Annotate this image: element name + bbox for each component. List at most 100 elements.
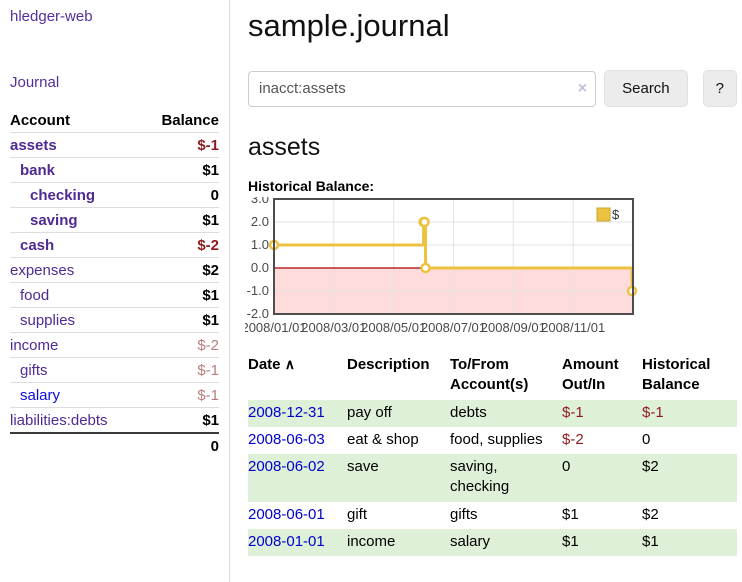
- app-title-link[interactable]: hledger-web: [10, 8, 93, 25]
- svg-text:-2.0: -2.0: [247, 306, 269, 321]
- accounts-total-value: 0: [141, 432, 219, 458]
- account-row: supplies $1: [10, 307, 219, 333]
- sidebar-account-saving[interactable]: saving: [30, 212, 78, 229]
- account-balance: $2: [141, 257, 219, 283]
- sidebar-account-checking[interactable]: checking: [30, 187, 96, 204]
- sidebar-account-income[interactable]: income: [10, 337, 59, 354]
- account-row: food $1: [10, 282, 219, 308]
- transaction-date-link[interactable]: 2008-06-02: [248, 458, 325, 475]
- transaction-date-link[interactable]: 2008-01-01: [248, 532, 325, 550]
- chart-title: Historical Balance:: [248, 178, 375, 194]
- transaction-description: eat & shop: [347, 430, 419, 448]
- accounts-total-row: 0: [10, 432, 219, 458]
- register-table: Date ∧ Description To/From Account(s) Am…: [248, 352, 737, 556]
- svg-text:2008/05/01: 2008/05/01: [361, 320, 426, 335]
- account-balance: $-1: [141, 132, 219, 158]
- accounts-header-balance: Balance: [161, 112, 219, 129]
- register-row: 2008-06-02 save saving, checking 0 $2: [248, 454, 737, 502]
- svg-text:2008/07/01: 2008/07/01: [421, 320, 486, 335]
- transaction-description: gift: [347, 505, 368, 523]
- transaction-accounts: debts: [450, 403, 487, 421]
- sidebar-account-liabilities-debts[interactable]: liabilities:debts: [10, 412, 108, 429]
- sidebar-item-journal[interactable]: Journal: [10, 74, 60, 91]
- register-header-balance: Historical Balance: [642, 356, 711, 394]
- transaction-amount: $1: [562, 532, 579, 550]
- accounts-table: Account Balance assets $-1 bank $1 checking 0…: [10, 108, 219, 458]
- search-bar: × Search ?: [248, 70, 737, 107]
- account-row: salary $-1: [10, 382, 219, 408]
- svg-text:$: $: [612, 207, 620, 222]
- account-balance: $1: [141, 157, 219, 183]
- sidebar-account-food[interactable]: food: [20, 287, 50, 304]
- register-header-amount: Amount Out/In: [562, 356, 619, 394]
- transaction-amount: $-1: [562, 403, 584, 421]
- account-balance: $1: [141, 307, 219, 333]
- register-header-date[interactable]: Date ∧: [248, 356, 295, 373]
- account-row: cash $-2: [10, 232, 219, 258]
- register-row: 2008-06-01 gift gifts $1 $2: [248, 502, 737, 529]
- sidebar: hledger-web Journal Account Balance asse…: [0, 0, 230, 582]
- register-header-accounts: To/From Account(s): [450, 356, 529, 394]
- sidebar-account-supplies[interactable]: supplies: [20, 312, 76, 329]
- svg-text:3.0: 3.0: [251, 197, 269, 206]
- transaction-date-link[interactable]: 2008-12-31: [248, 403, 325, 421]
- transaction-description: save: [347, 458, 379, 475]
- transaction-description: pay off: [347, 403, 392, 421]
- account-balance: 0: [141, 182, 219, 208]
- main-content: sample.journal × Search ? assets Histori…: [230, 0, 742, 556]
- svg-text:2.0: 2.0: [251, 214, 269, 229]
- svg-text:2008/09/01: 2008/09/01: [481, 320, 546, 335]
- account-balance: $1: [141, 282, 219, 308]
- transaction-accounts: gifts: [450, 505, 478, 523]
- chart-canvas: $3.0 2.0 1.0 0.0 -1.0 -2.02008/01/012008/03/0…: [241, 191, 638, 335]
- help-button[interactable]: ?: [702, 70, 737, 107]
- account-balance: $1: [141, 407, 219, 433]
- historical-balance-chart[interactable]: $3.0 2.0 1.0 0.0 -1.0 -2.0 2008/01/01 2008/03/0…: [241, 191, 742, 340]
- sidebar-account-expenses[interactable]: expenses: [10, 262, 75, 279]
- account-row: income $-2: [10, 332, 219, 358]
- account-balance: $-2: [141, 332, 219, 358]
- transaction-accounts: saving, checking: [450, 458, 510, 496]
- svg-text:1.0: 1.0: [251, 237, 269, 252]
- transaction-date-link[interactable]: 2008-06-01: [248, 505, 325, 523]
- account-row: saving $1: [10, 207, 219, 233]
- account-row: checking 0: [10, 182, 219, 208]
- svg-text:-1.0: -1.0: [247, 283, 269, 298]
- svg-text:2008/03/01: 2008/03/01: [301, 320, 366, 335]
- register-row: 2008-12-31 pay off debts $-1 $-1: [248, 399, 737, 427]
- account-row: liabilities:debts $1: [10, 407, 219, 433]
- transaction-date-link[interactable]: 2008-06-03: [248, 430, 325, 448]
- register-row: 2008-06-03 eat & shop food, supplies $-2 0: [248, 427, 737, 454]
- sidebar-account-gifts[interactable]: gifts: [20, 362, 48, 379]
- transaction-amount: 0: [562, 458, 571, 475]
- clear-search-icon[interactable]: ×: [577, 79, 588, 97]
- search-input[interactable]: [248, 70, 597, 107]
- account-heading: assets: [248, 133, 321, 161]
- transaction-accounts: salary: [450, 532, 491, 550]
- sidebar-account-cash[interactable]: cash: [20, 237, 55, 254]
- account-row: expenses $2: [10, 257, 219, 283]
- svg-text:0.0: 0.0: [251, 260, 269, 275]
- sort-ascending-icon: ∧: [284, 356, 295, 372]
- transaction-amount: $1: [562, 505, 579, 523]
- account-balance: $-1: [141, 382, 219, 408]
- transaction-balance: $-1: [642, 403, 664, 421]
- svg-text:2008/01/01: 2008/01/01: [245, 320, 307, 335]
- account-row: bank $1: [10, 157, 219, 183]
- account-row: assets $-1: [10, 132, 219, 158]
- account-balance: $-2: [141, 232, 219, 258]
- transaction-balance: $2: [642, 505, 659, 523]
- sidebar-account-assets[interactable]: assets: [10, 137, 57, 154]
- transaction-balance: $1: [642, 532, 659, 550]
- svg-text:2008/11/01: 2008/11/01: [541, 320, 605, 335]
- account-balance: $1: [141, 207, 219, 233]
- transaction-accounts: food, supplies: [450, 430, 543, 448]
- sidebar-account-bank[interactable]: bank: [20, 162, 56, 179]
- transaction-amount: $-2: [562, 430, 584, 448]
- sidebar-account-salary[interactable]: salary: [20, 387, 61, 404]
- account-balance: $-1: [141, 357, 219, 383]
- register-row: 2008-01-01 income salary $1 $1: [248, 528, 737, 556]
- transaction-balance: $2: [642, 458, 659, 475]
- search-button[interactable]: Search: [604, 70, 688, 107]
- page-title: sample.journal: [248, 8, 450, 43]
